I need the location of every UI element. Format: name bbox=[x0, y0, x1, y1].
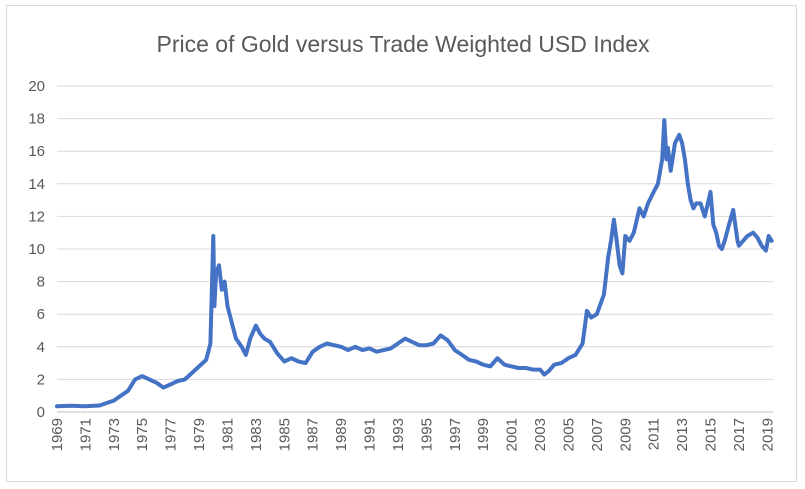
x-tick-label: 1999 bbox=[475, 418, 492, 451]
x-tick-label: 1983 bbox=[248, 418, 265, 451]
x-tick-label: 1979 bbox=[191, 418, 208, 451]
x-tick-label: 1997 bbox=[447, 418, 464, 451]
y-tick-label: 14 bbox=[28, 176, 45, 193]
x-tick-label: 1973 bbox=[106, 418, 123, 451]
y-tick-label: 0 bbox=[37, 404, 45, 421]
chart-frame bbox=[6, 5, 797, 482]
y-tick-label: 8 bbox=[37, 274, 45, 291]
x-tick-label: 2009 bbox=[617, 418, 634, 451]
x-tick-label: 1975 bbox=[134, 418, 151, 451]
y-axis-tick-labels: 0 2 4 6 8 10 12 14 16 18 20 bbox=[28, 78, 45, 421]
y-tick-label: 10 bbox=[28, 241, 45, 258]
x-tick-label: 2019 bbox=[759, 418, 776, 451]
chart-title: Price of Gold versus Trade Weighted USD … bbox=[156, 31, 650, 57]
x-tick-label: 1991 bbox=[362, 418, 379, 451]
x-tick-label: 2001 bbox=[504, 418, 521, 451]
x-tick-label: 1993 bbox=[390, 418, 407, 451]
x-tick-label: 2005 bbox=[560, 418, 577, 451]
y-tick-label: 6 bbox=[37, 306, 45, 323]
y-tick-label: 2 bbox=[37, 371, 45, 388]
x-tick-label: 1977 bbox=[163, 418, 180, 451]
x-tick-label: 1987 bbox=[305, 418, 322, 451]
x-tick-label: 1985 bbox=[276, 418, 293, 451]
x-tick-label: 1995 bbox=[418, 418, 435, 451]
y-tick-label: 12 bbox=[28, 208, 45, 225]
x-tick-label: 2003 bbox=[532, 418, 549, 451]
series-line-0 bbox=[55, 118, 774, 409]
y-tick-label: 20 bbox=[28, 78, 45, 95]
series-group bbox=[55, 118, 774, 409]
x-tick-label: 1969 bbox=[49, 418, 66, 451]
x-tick-label: 2011 bbox=[646, 418, 663, 450]
x-tick-label: 2017 bbox=[731, 418, 748, 451]
x-tick-label: 1989 bbox=[333, 418, 350, 451]
x-tick-label: 2007 bbox=[589, 418, 606, 451]
y-tick-label: 18 bbox=[28, 111, 45, 128]
y-tick-label: 4 bbox=[37, 339, 45, 356]
grid-lines bbox=[57, 85, 773, 380]
y-tick-label: 16 bbox=[28, 143, 45, 160]
x-tick-label: 1971 bbox=[77, 418, 94, 451]
x-axis-tick-labels: 1969 1971 1973 1975 1977 1979 1981 1983 1985 1987… bbox=[49, 418, 776, 451]
x-tick-label: 2015 bbox=[702, 418, 719, 451]
x-tick-label: 1981 bbox=[219, 418, 236, 451]
x-tick-label: 2013 bbox=[674, 418, 691, 451]
